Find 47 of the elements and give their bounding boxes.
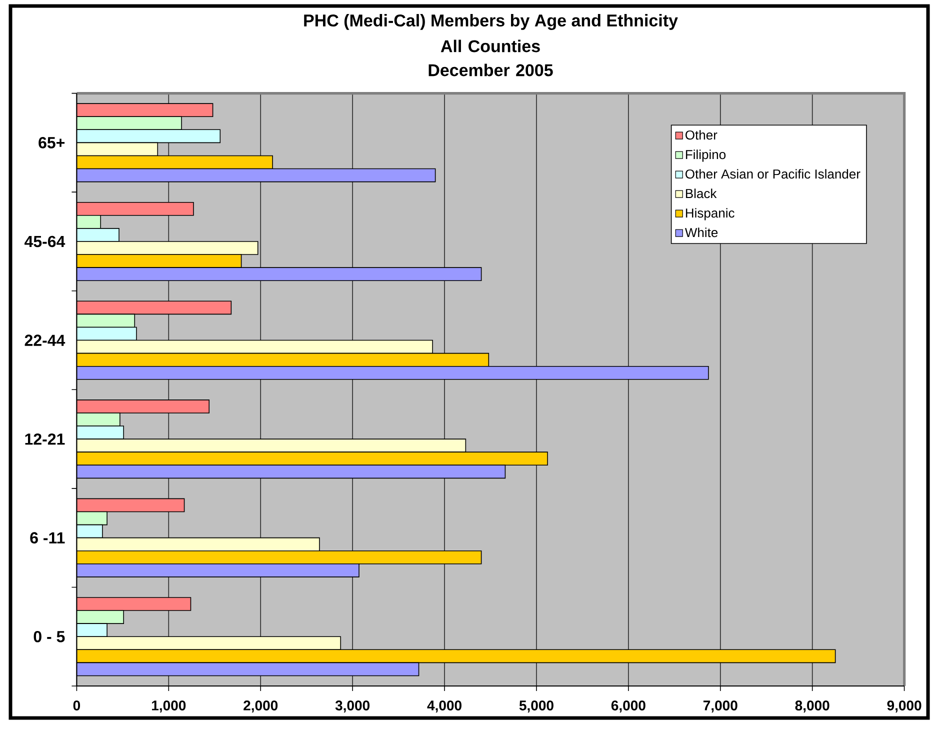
- bar: [76, 326, 137, 341]
- bar: [76, 426, 124, 440]
- x-tick-label: 5,000: [519, 700, 554, 712]
- bar: [76, 464, 506, 479]
- legend-label: Filipino: [686, 150, 726, 162]
- bar: [76, 254, 242, 268]
- legend-label: Black: [686, 188, 717, 198]
- bar: [76, 340, 433, 354]
- bar: [76, 267, 482, 281]
- bar: [76, 352, 490, 367]
- bar: [76, 168, 436, 182]
- x-tick-label: 4,000: [427, 700, 462, 712]
- bar: [76, 241, 258, 255]
- x-tick-label: 8,000: [795, 700, 830, 712]
- bar: [76, 636, 342, 650]
- x-tick-label: 3,000: [335, 700, 370, 712]
- y-tick-label: 6 -11: [30, 532, 65, 544]
- x-tick-label: 2,000: [244, 700, 278, 712]
- legend-label: White: [684, 228, 718, 238]
- x-tick-label: 9,000: [887, 700, 922, 712]
- y-tick-label: 45-64: [24, 236, 66, 248]
- y-tick-label: 0 - 5: [34, 630, 65, 642]
- x-tick-label: 0: [73, 700, 80, 710]
- x-tick-label: 6,000: [611, 700, 646, 712]
- bar: [76, 537, 320, 552]
- bar: [76, 228, 120, 242]
- bar: [76, 155, 273, 170]
- bar: [76, 564, 360, 578]
- bar: [76, 524, 103, 538]
- legend-label: Other: [686, 130, 718, 140]
- bar: [76, 438, 466, 452]
- y-tick-label: 22-44: [24, 334, 66, 346]
- x-tick-label: 7,000: [703, 700, 738, 712]
- bar: [76, 649, 836, 664]
- bar: [76, 366, 709, 380]
- chart-subtitle: All Counties December 2005: [428, 40, 553, 76]
- bar: [76, 129, 221, 144]
- bar: [76, 662, 420, 676]
- chart-title: PHC (Medi-Cal) Members by Age and Ethnicity: [304, 14, 678, 30]
- x-tick-label: 1,000: [152, 700, 186, 712]
- bar: [76, 142, 158, 156]
- bar: [76, 550, 482, 564]
- legend-label: Other Asian or Pacific Islander: [686, 169, 860, 179]
- bar: [76, 452, 548, 466]
- legend-label: Hispanic: [686, 208, 734, 220]
- y-tick-label: 12-21: [25, 433, 65, 445]
- y-tick-label: 65+: [38, 137, 65, 148]
